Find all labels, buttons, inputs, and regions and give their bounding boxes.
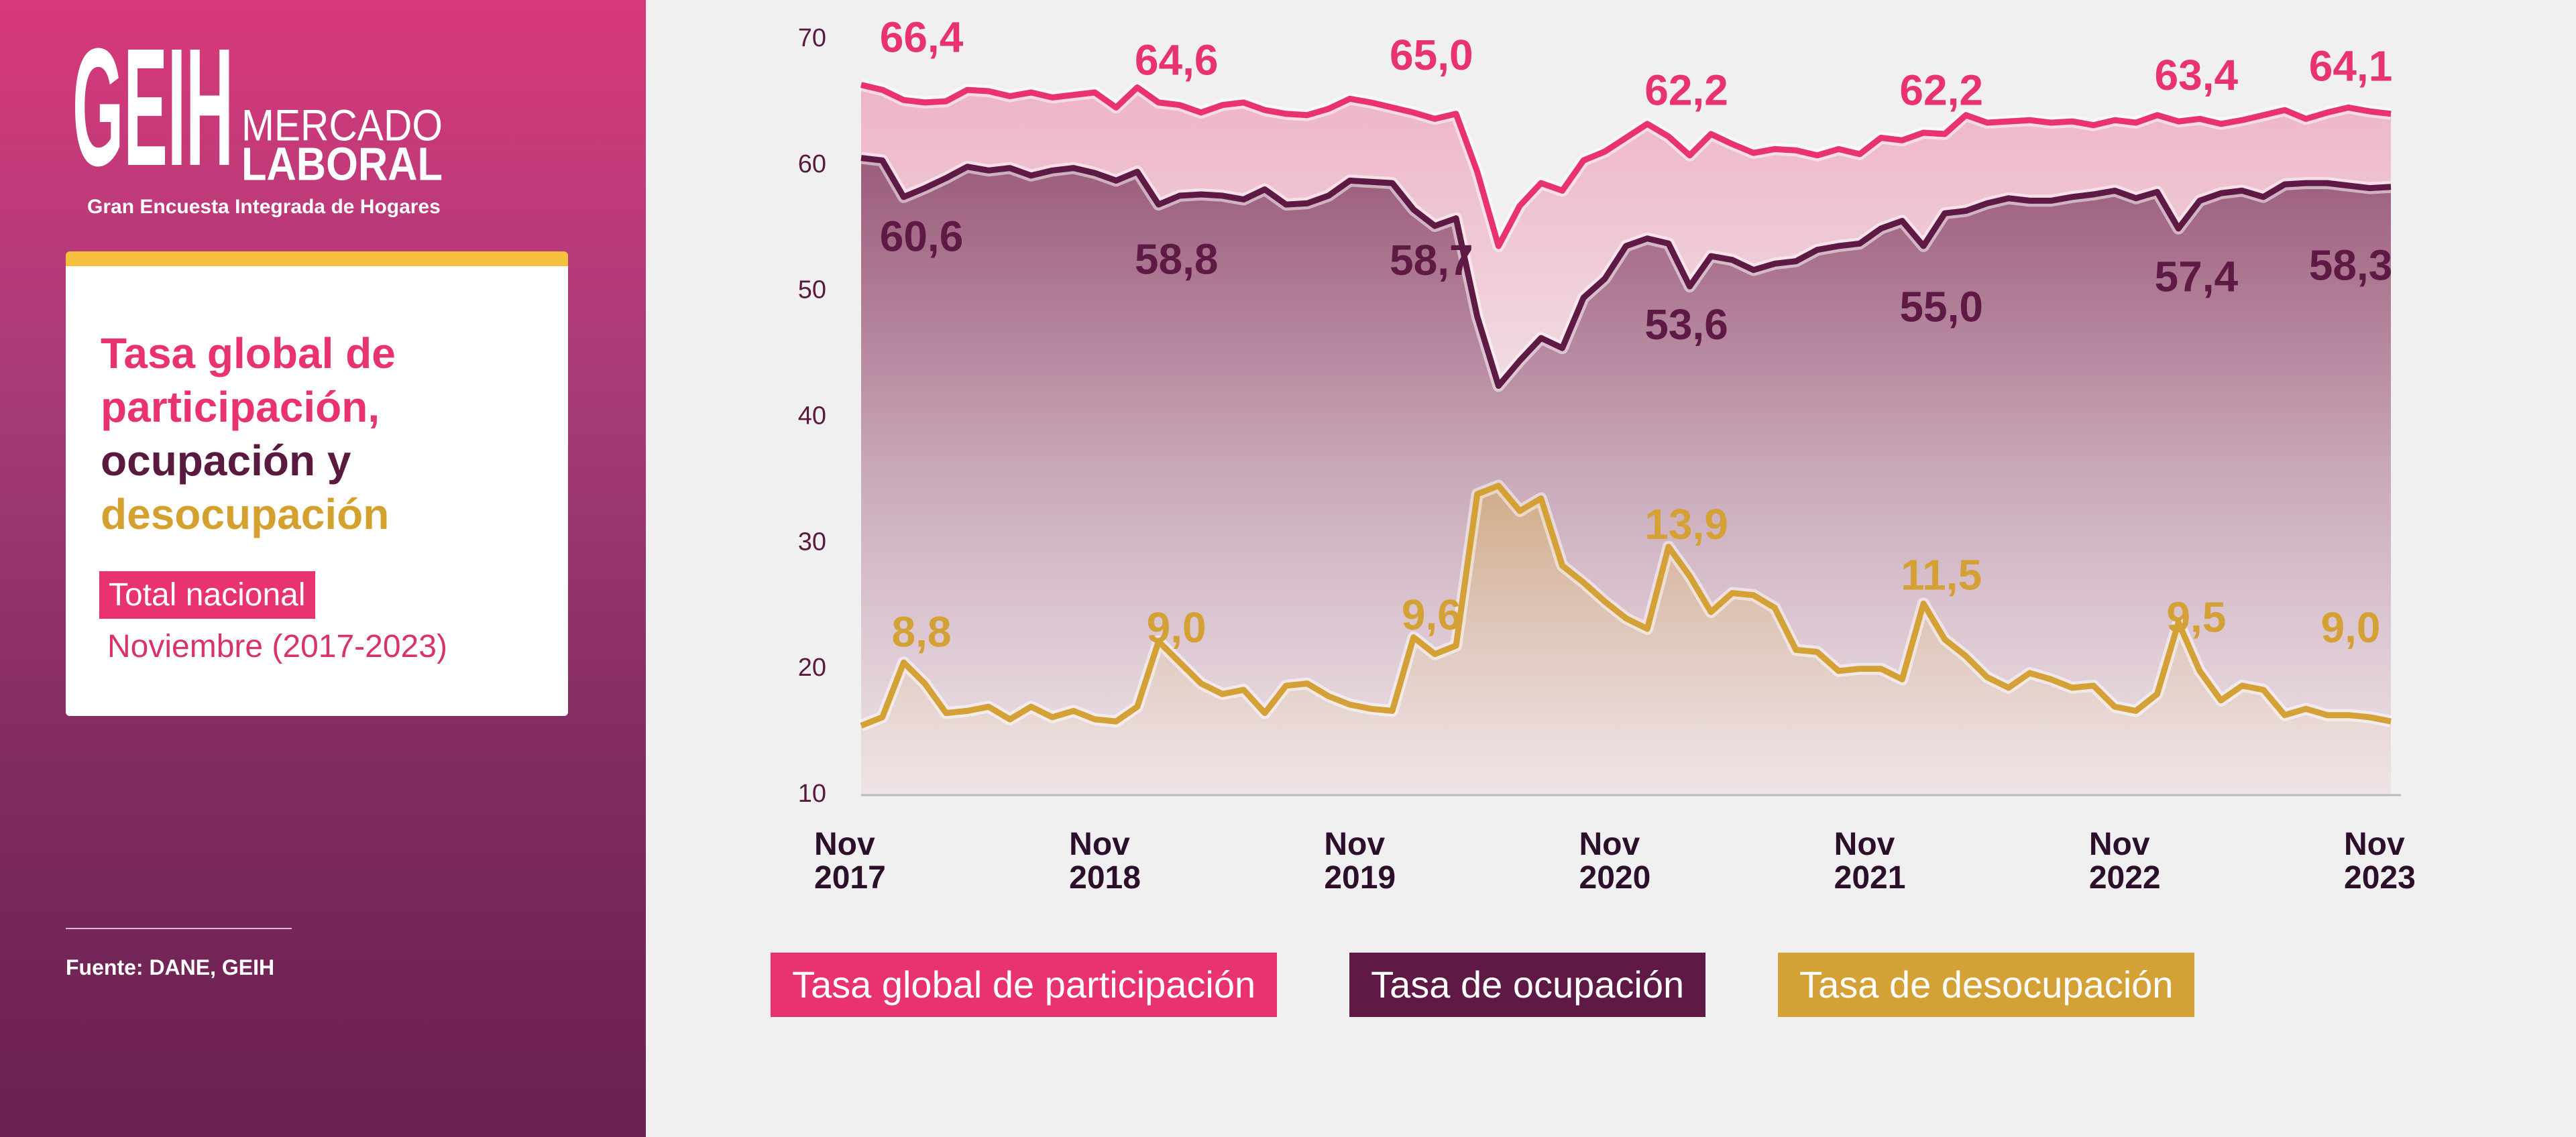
data-label: 65,0	[1390, 31, 1473, 79]
legend-item: Tasa de desocupación	[1778, 953, 2195, 1017]
tag: Total nacional	[99, 571, 315, 619]
logo-line: MERCADO	[241, 100, 443, 149]
side-panel: GEIH MERCADO LABORAL Gran Encuesta Integ…	[0, 0, 646, 1137]
data-label: 60,6	[880, 212, 964, 260]
y-tick-label: 60	[798, 150, 826, 178]
legend-item: Tasa de ocupación	[1349, 953, 1706, 1017]
data-label: 58,7	[1390, 236, 1473, 284]
title-part: desocupación	[101, 490, 390, 538]
data-label: 11,5	[1901, 551, 1982, 599]
x-tick-label: Nov 2021	[1834, 827, 1906, 896]
logo: GEIH MERCADO LABORAL Gran Encuesta Integ…	[72, 13, 443, 218]
data-label: 13,9	[1644, 500, 1728, 548]
title-part: ocupación y	[101, 436, 351, 485]
card-title: Tasa global de participación, ocupación …	[101, 326, 568, 541]
line	[860, 155, 2392, 389]
data-label: 64,6	[1135, 36, 1219, 84]
data-label: 58,3	[2309, 241, 2393, 290]
x-tick-label: Nov 2018	[1069, 827, 1141, 896]
x-tick-label: Nov 2022	[2088, 827, 2161, 896]
data-label: 55,0	[1899, 283, 1983, 331]
logo-subtitle: Gran Encuesta Integrada de Hogares	[87, 196, 441, 218]
title-part: Tasa global de participación,	[101, 329, 396, 431]
line	[860, 483, 2392, 729]
period: Noviembre (2017-2023)	[107, 629, 447, 664]
data-label: 9,0	[2321, 603, 2381, 652]
legend-item: Tasa global de participación	[771, 953, 1278, 1017]
legend: Tasa global de participación Tasa de ocup…	[771, 953, 2195, 1017]
y-tick-label: 20	[798, 654, 826, 682]
data-label: 9,6	[1402, 591, 1461, 639]
area	[861, 158, 2391, 796]
data-label: 62,2	[1644, 66, 1728, 114]
area	[861, 485, 2391, 795]
x-tick-label: Nov 2019	[1324, 827, 1396, 896]
line	[860, 82, 2392, 249]
data-label: 66,4	[880, 13, 964, 62]
y-tick-label: 70	[798, 24, 826, 52]
data-label: 63,4	[2155, 51, 2239, 99]
data-label: 57,4	[2155, 253, 2239, 301]
data-label: 64,1	[2309, 42, 2393, 91]
data-label: 58,8	[1135, 235, 1219, 283]
y-tick-label: 50	[798, 276, 826, 304]
divider	[66, 928, 292, 929]
source: Fuente: DANE, GEIH	[66, 955, 275, 979]
data-label: 8,8	[892, 607, 952, 656]
x-tick-label: Nov 2023	[2344, 827, 2416, 896]
logo-line: LABORAL	[241, 137, 443, 190]
y-tick-label: 40	[798, 402, 826, 430]
y-tick-label: 10	[798, 780, 826, 808]
x-tick-label: Nov 2020	[1579, 827, 1651, 896]
data-label: 9,0	[1147, 603, 1207, 652]
y-tick-label: 30	[798, 528, 826, 556]
x-tick-label: Nov 2017	[814, 827, 886, 896]
data-label: 53,6	[1644, 300, 1728, 349]
data-label: 62,2	[1899, 66, 1983, 114]
data-label: 9,5	[2166, 593, 2226, 641]
logo-mark: GEIH	[72, 13, 233, 200]
info-card: Tasa global de participación, ocupación …	[66, 251, 568, 716]
